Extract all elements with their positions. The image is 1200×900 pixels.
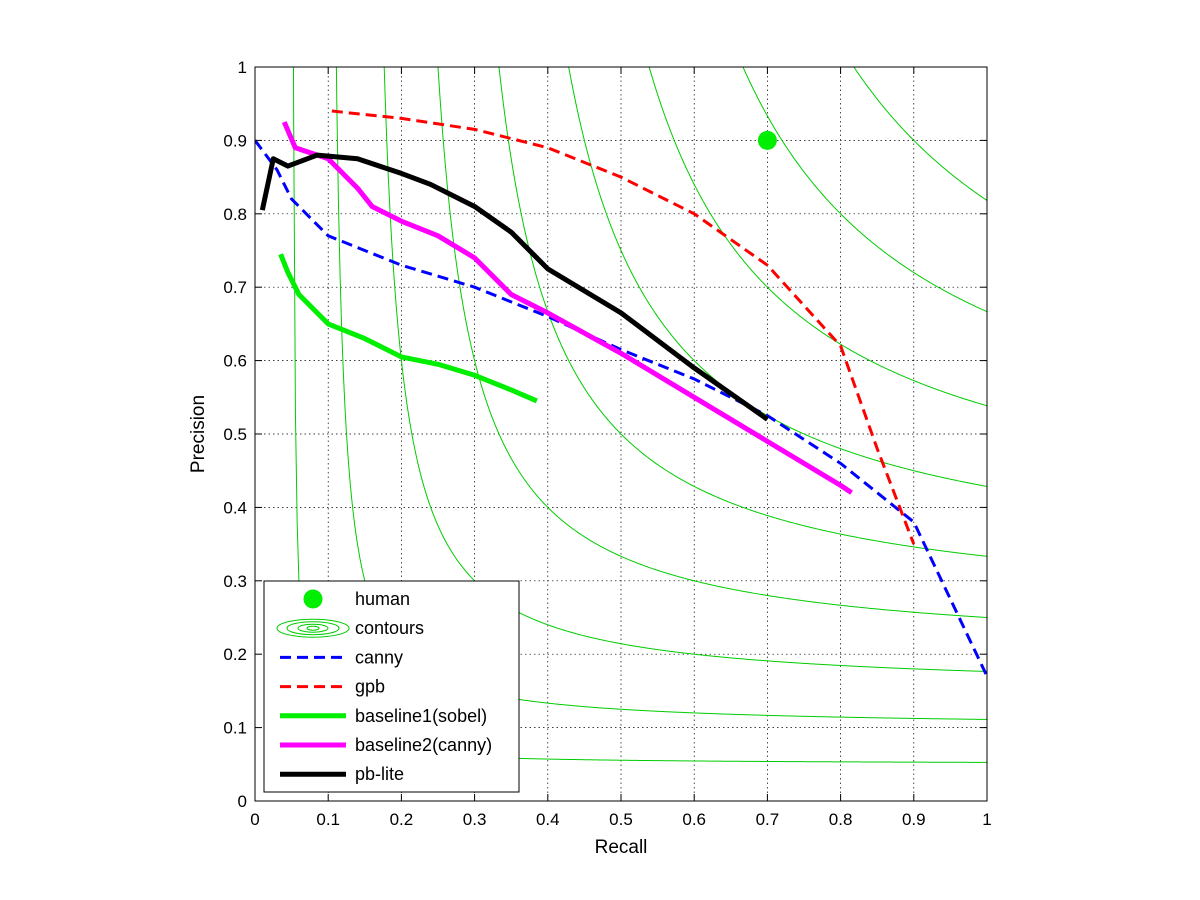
y-tick-label: 0.8 (223, 205, 247, 224)
legend-item-canny: canny (280, 647, 403, 667)
y-tick-labels: 0 0.1 0.2 0.3 0.4 0.5 0.6 0.7 0.8 0.9 1 (223, 58, 247, 811)
x-axis-label: Recall (595, 837, 648, 858)
y-tick-label: 1 (238, 58, 247, 77)
human-point (757, 130, 777, 150)
x-tick-label: 0 (250, 810, 259, 829)
axis-ticks (254, 66, 988, 802)
legend-item-gpb: gpb (280, 677, 385, 697)
x-tick-label: 0.8 (829, 810, 853, 829)
y-tick-label: 0.6 (223, 352, 247, 371)
contour-line (853, 67, 987, 201)
x-tick-labels: 0 0.1 0.2 0.3 0.4 0.5 0.6 0.7 0.8 0.9 1 (250, 810, 991, 829)
legend-contour-swatch (297, 623, 329, 633)
gpb-line (331, 109, 916, 545)
legend-item-baseline1-sobel: baseline1(sobel) (280, 706, 487, 726)
legend-contour-swatch (286, 621, 340, 636)
legend-label: baseline2(canny) (355, 735, 492, 755)
y-tick-label: 0.3 (223, 572, 247, 591)
baseline2-canny-line (281, 121, 853, 495)
x-tick-label: 0.2 (390, 810, 414, 829)
contour-line (437, 67, 987, 618)
contour-line (742, 67, 987, 313)
y-axis-label: Precision (188, 395, 209, 473)
legend-contour-swatch (306, 625, 320, 631)
legend-item-baseline2-canny: baseline2(canny) (280, 735, 492, 755)
legend-label: baseline1(sobel) (355, 706, 487, 726)
legend-label: contours (355, 618, 424, 638)
x-tick-label: 0.6 (682, 810, 706, 829)
y-tick-label: 0.4 (223, 498, 247, 517)
legend-label: pb-lite (355, 764, 404, 784)
y-tick-label: 0.1 (223, 719, 247, 738)
legend-label: gpb (355, 677, 385, 697)
y-tick-label: 0.5 (223, 425, 247, 444)
legend-item-contours: contours (276, 618, 424, 638)
series-lines (255, 109, 987, 677)
grid-lines (255, 67, 987, 801)
x-tick-label: 0.5 (609, 810, 633, 829)
x-tick-label: 1 (982, 810, 991, 829)
y-tick-label: 0.2 (223, 645, 247, 664)
contour-line (648, 67, 987, 407)
x-tick-label: 0.7 (756, 810, 780, 829)
legend-label: human (355, 589, 410, 609)
legend-marker (303, 589, 323, 609)
legend-contour-swatch (276, 618, 350, 638)
y-tick-label: 0.7 (223, 278, 247, 297)
x-tick-label: 0.1 (316, 810, 340, 829)
legend: human contours canny gpb baseline1(sobel) bas… (263, 580, 520, 793)
canny-line (255, 139, 987, 677)
legend-item-pb-lite: pb-lite (280, 764, 404, 784)
contour-line (383, 67, 987, 672)
x-tick-label: 0.3 (463, 810, 487, 829)
legend-item-human: human (303, 589, 410, 609)
pb-lite-line (259, 152, 769, 422)
x-tick-label: 0.4 (536, 810, 560, 829)
y-tick-label: 0.9 (223, 131, 247, 150)
y-tick-label: 0 (238, 792, 247, 811)
legend-label: canny (355, 647, 403, 667)
baseline1-sobel-line (278, 253, 538, 404)
x-tick-label: 0.9 (902, 810, 926, 829)
